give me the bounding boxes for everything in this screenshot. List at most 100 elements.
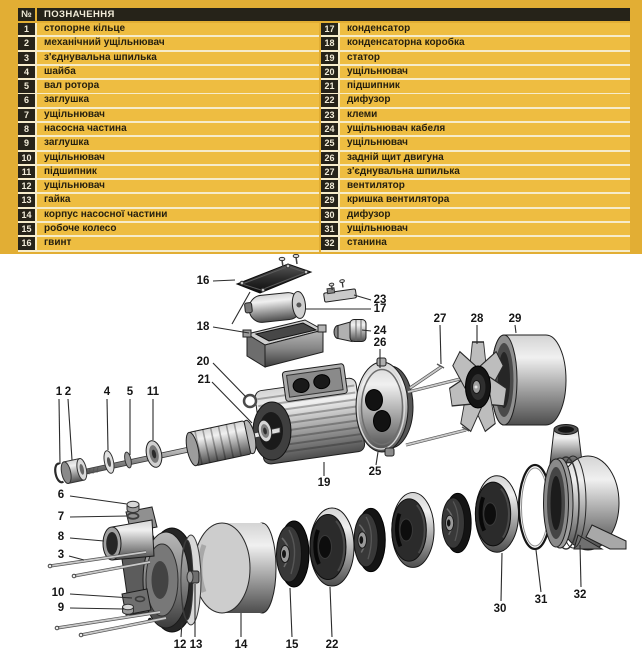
leader-line-4: [106, 398, 109, 451]
part-rotor-shaft: [83, 419, 281, 476]
part-motor-studs: [405, 363, 470, 447]
callout-label-29: 29: [509, 313, 522, 325]
leader-line-22: [329, 586, 333, 638]
part-label: ущільнювач кабеля: [340, 122, 630, 136]
exploded-diagram-area: 1 2 4 5 11 16 18 23 17 24 26 20 21 19 25 27 28 29 6 7 8 3 10 9 1…: [0, 253, 642, 670]
leader-line-18: [212, 326, 250, 334]
part-plug-top: [126, 500, 140, 513]
part-seal-ring: [180, 534, 202, 626]
callout-label-19: 19: [318, 477, 331, 489]
part-washer: [103, 450, 115, 474]
part-number: 10: [18, 151, 35, 164]
part-circlip: [54, 462, 65, 484]
table-row: 13 гайка: [18, 194, 319, 207]
leader-line-9: [69, 607, 125, 610]
part-terminals: [323, 279, 357, 303]
part-label: насосна частина: [37, 122, 319, 136]
part-number: 14: [18, 208, 35, 222]
table-row: 8 насосна частина: [18, 122, 319, 136]
part-number: 4: [18, 65, 35, 79]
part-casing: [543, 424, 627, 551]
part-number: 27: [321, 165, 338, 179]
callout-label-15: 15: [286, 639, 299, 651]
callout-label-9: 9: [58, 602, 64, 614]
part-label: вал ротора: [37, 80, 319, 93]
table-row: 17 конденсатор: [321, 23, 630, 36]
part-number: 8: [18, 122, 35, 136]
table-row: 28 вентилятор: [321, 180, 630, 193]
parts-table-header: № ПОЗНАЧЕННЯ: [18, 8, 630, 21]
leader-line-20: [212, 362, 247, 398]
part-number: 21: [321, 80, 338, 93]
part-number: 15: [18, 222, 35, 236]
part-number: 28: [321, 180, 338, 193]
part-number: 32: [321, 237, 338, 250]
part-label: кришка вентилятора: [340, 194, 630, 207]
part-number: 17: [321, 23, 338, 36]
part-label: стопорне кільце: [37, 23, 319, 36]
part-label: з'єднувальна шпилька: [340, 165, 630, 179]
leader-line-25: [375, 451, 379, 466]
leader-line-30: [500, 552, 503, 602]
part-label: заглушка: [37, 94, 319, 107]
table-row: 21 підшипник: [321, 80, 630, 93]
part-label: підшипник: [340, 80, 630, 93]
callout-label-14: 14: [235, 639, 248, 651]
part-seal-top: [126, 512, 140, 520]
table-row: 5 вал ротора: [18, 80, 319, 93]
part-number: 1: [18, 23, 35, 36]
part-label: гайка: [37, 194, 319, 207]
callout-label-7: 7: [58, 511, 64, 523]
part-label: корпус насосної частини: [37, 208, 319, 222]
table-row: 2 механічний ущільнювач: [18, 37, 319, 50]
part-number: 31: [321, 222, 338, 236]
callout-label-30: 30: [494, 603, 507, 615]
leader-line-3: [68, 555, 85, 561]
part-number: 7: [18, 108, 35, 122]
table-row: 10 ущільнювач: [18, 151, 319, 164]
part-number: 6: [18, 94, 35, 107]
table-row: 29 кришка вентилятора: [321, 194, 630, 207]
callout-label-6: 6: [58, 489, 64, 501]
leader-line-2: [67, 398, 73, 461]
leader-line-23: [353, 294, 372, 301]
part-number: 30: [321, 208, 338, 222]
table-row: 12 ущільнювач: [18, 180, 319, 193]
part-label: конденсатор: [340, 23, 630, 36]
table-row: 1 стопорне кільце: [18, 23, 319, 36]
table-row: 30 дифузор: [321, 208, 630, 222]
part-number: 12: [18, 180, 35, 193]
table-row: 14 корпус насосної частини: [18, 208, 319, 222]
part-pump-body: [193, 522, 277, 614]
callout-label-20: 20: [197, 356, 210, 368]
callout-label-24: 24: [374, 325, 387, 337]
table-row: 27 з'єднувальна шпилька: [321, 165, 630, 179]
table-row: 32 станина: [321, 237, 630, 250]
table-row: 18 конденсаторна коробка: [321, 37, 630, 50]
part-label: конденсаторна коробка: [340, 37, 630, 50]
part-label: підшипник: [37, 165, 319, 179]
part-seal-bottom: [134, 595, 146, 603]
leader-line-27: [439, 324, 442, 365]
part-label: станина: [340, 237, 630, 250]
leader-line-7: [69, 515, 128, 518]
part-diffuser-3: [473, 473, 521, 555]
callout-label-18: 18: [197, 321, 210, 333]
part-bearing-front: [145, 440, 163, 468]
part-impeller-2: [353, 507, 387, 573]
table-row: 20 ущільнювач: [321, 65, 630, 79]
parts-column-left: 1 стопорне кільце 2 механічний ущільнювач 3 з…: [18, 23, 319, 252]
callout-label-31: 31: [535, 594, 548, 606]
callout-label-23: 23: [374, 294, 387, 306]
table-row: 16 гвинт: [18, 237, 319, 250]
leader-line-6: [69, 495, 128, 505]
part-impeller-3: [441, 492, 472, 554]
table-row: 26 задній щит двигуна: [321, 151, 630, 164]
part-label: ущільнювач: [340, 137, 630, 150]
callout-label-8: 8: [58, 531, 65, 543]
table-row: 25 ущільнювач: [321, 137, 630, 150]
table-row: 9 заглушка: [18, 137, 319, 150]
part-number: 20: [321, 65, 338, 79]
leader-line-12: [180, 621, 183, 638]
